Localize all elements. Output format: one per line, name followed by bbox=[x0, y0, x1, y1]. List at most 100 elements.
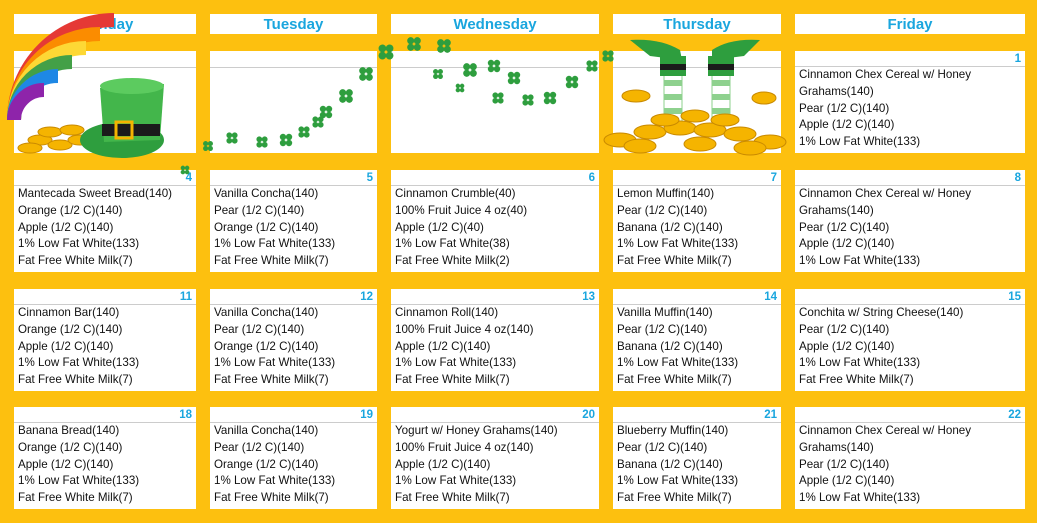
menu-item: Pear (1/2 C)(140) bbox=[799, 322, 890, 336]
menu-item: Banana (1/2 C)(140) bbox=[617, 220, 723, 234]
menu-item: Apple (1/2 C)(140) bbox=[799, 118, 895, 132]
menu-item: 1% Low Fat White(133) bbox=[214, 237, 336, 251]
divider bbox=[210, 67, 377, 68]
menu-item: 1% Low Fat White(133) bbox=[799, 491, 921, 505]
menu-item: Grahams(140) bbox=[799, 440, 874, 454]
menu-item: Banana (1/2 C)(140) bbox=[617, 339, 723, 353]
menu-item: Apple (1/2 C)(140) bbox=[18, 220, 114, 234]
day-cell: 6 Cinnamon Crumble(40) 100% Fruit Juice 4 … bbox=[391, 170, 599, 272]
weekday-header-thursday: Thursday bbox=[613, 14, 781, 34]
menu-item: Fat Free White Milk(7) bbox=[18, 254, 133, 268]
day-number: 21 bbox=[613, 407, 781, 423]
menu-item: Orange (1/2 C)(140) bbox=[18, 203, 123, 217]
menu-item: 1% Low Fat White(133) bbox=[214, 356, 336, 370]
day-number: 12 bbox=[210, 289, 377, 305]
menu-item: 100% Fruit Juice 4 oz(140) bbox=[395, 322, 534, 336]
divider bbox=[14, 67, 196, 68]
day-number: 6 bbox=[391, 170, 599, 186]
menu-item: Cinnamon Bar(140) bbox=[18, 306, 120, 319]
menu-item: Apple (1/2 C)(140) bbox=[18, 457, 114, 471]
menu-item: Apple (1/2 C)(140) bbox=[799, 339, 895, 353]
menu-item: Orange (1/2 C)(140) bbox=[214, 220, 319, 234]
menu-item: Fat Free White Milk(7) bbox=[395, 491, 510, 505]
day-number: 18 bbox=[14, 407, 196, 423]
menu-item: Banana (1/2 C)(140) bbox=[617, 457, 723, 471]
menu-item: Pear (1/2 C)(140) bbox=[214, 203, 305, 217]
day-number: 4 bbox=[14, 170, 196, 186]
menu-item: 100% Fruit Juice 4 oz(40) bbox=[395, 203, 528, 217]
rainbow-icon bbox=[7, 13, 115, 121]
menu-item: Orange (1/2 C)(140) bbox=[214, 457, 319, 471]
leprechaun-legs-icon bbox=[630, 39, 760, 123]
menu-item: Fat Free White Milk(7) bbox=[395, 373, 510, 387]
menu-item: Cinnamon Chex Cereal w/ Honey bbox=[799, 187, 972, 200]
menu-item: Lemon Muffin(140) bbox=[617, 187, 715, 200]
menu-item: Vanilla Concha(140) bbox=[214, 306, 319, 319]
day-number: 8 bbox=[795, 170, 1025, 186]
menu-item: Cinnamon Crumble(40) bbox=[395, 187, 516, 200]
gold-coins-icon bbox=[603, 89, 787, 156]
menu-item: Conchita w/ String Cheese(140) bbox=[799, 306, 964, 319]
day-cell: 11 Cinnamon Bar(140) Orange (1/2 C)(140) Ap… bbox=[14, 289, 196, 391]
menu-item: Vanilla Muffin(140) bbox=[617, 306, 713, 319]
day-cell: 13 Cinnamon Roll(140) 100% Fruit Juice 4 o… bbox=[391, 289, 599, 391]
menu-item: Fat Free White Milk(7) bbox=[214, 491, 329, 505]
menu-item: Apple (1/2 C)(40) bbox=[395, 220, 484, 234]
menu-item: Pear (1/2 C)(140) bbox=[617, 203, 708, 217]
day-cell: 14 Vanilla Muffin(140) Pear (1/2 C)(140) Ba… bbox=[613, 289, 781, 391]
menu-item: Apple (1/2 C)(140) bbox=[18, 339, 114, 353]
menu-item: Pear (1/2 C)(140) bbox=[617, 440, 708, 454]
day-cell: 20 Yogurt w/ Honey Grahams(140) 100% Fruit… bbox=[391, 407, 599, 509]
day-cell: 5 Vanilla Concha(140) Pear (1/2 C)(140) Ora… bbox=[210, 170, 377, 272]
menu-item: Vanilla Concha(140) bbox=[214, 187, 319, 200]
day-number: 11 bbox=[14, 289, 196, 305]
menu-item: Fat Free White Milk(7) bbox=[18, 491, 133, 505]
day-number: 20 bbox=[391, 407, 599, 423]
weekday-header-friday: Friday bbox=[795, 14, 1025, 34]
day-number: 15 bbox=[795, 289, 1025, 305]
menu-item: 1% Low Fat White(133) bbox=[18, 237, 140, 251]
menu-item: 1% Low Fat White(133) bbox=[617, 356, 739, 370]
day-number: 19 bbox=[210, 407, 377, 423]
menu-item: Cinnamon Chex Cereal w/ Honey bbox=[799, 68, 972, 81]
menu-item: 1% Low Fat White(133) bbox=[617, 237, 739, 251]
day-number: 22 bbox=[795, 407, 1025, 423]
day-cell: 15 Conchita w/ String Cheese(140) Pear (1/… bbox=[795, 289, 1025, 391]
menu-item: Cinnamon Roll(140) bbox=[395, 306, 499, 319]
leprechaun-hat-icon bbox=[80, 78, 164, 158]
divider bbox=[613, 67, 781, 68]
menu-item: 1% Low Fat White(133) bbox=[395, 356, 517, 370]
menu-item: 1% Low Fat White(133) bbox=[395, 474, 517, 488]
menu-item: Grahams(140) bbox=[799, 84, 874, 98]
menu-item: Fat Free White Milk(7) bbox=[617, 491, 732, 505]
day-cell: 1 Cinnamon Chex Cereal w/ Honey Grahams(14… bbox=[795, 51, 1025, 153]
menu-item: Fat Free White Milk(7) bbox=[799, 373, 914, 387]
day-number: 1 bbox=[795, 51, 1025, 67]
weekday-header-tuesday: Tuesday bbox=[210, 14, 377, 34]
shamrock-icon bbox=[180, 37, 614, 175]
menu-item: Pear (1/2 C)(140) bbox=[214, 322, 305, 336]
menu-item: 1% Low Fat White(133) bbox=[799, 254, 921, 268]
menu-item: Pear (1/2 C)(140) bbox=[799, 101, 890, 115]
menu-item: 1% Low Fat White(133) bbox=[799, 356, 921, 370]
menu-item: Cinnamon Chex Cereal w/ Honey bbox=[799, 424, 972, 437]
menu-item: Orange (1/2 C)(140) bbox=[18, 322, 123, 336]
day-number: 13 bbox=[391, 289, 599, 305]
menu-item: Apple (1/2 C)(140) bbox=[395, 457, 491, 471]
menu-item: 1% Low Fat White(133) bbox=[18, 474, 140, 488]
menu-item: Apple (1/2 C)(140) bbox=[799, 237, 895, 251]
menu-item: Pear (1/2 C)(140) bbox=[617, 322, 708, 336]
menu-item: 100% Fruit Juice 4 oz(140) bbox=[395, 440, 534, 454]
menu-item: Fat Free White Milk(7) bbox=[214, 254, 329, 268]
day-number: 5 bbox=[210, 170, 377, 186]
weekday-header-wednesday: Wednesday bbox=[391, 14, 599, 34]
menu-item: Mantecada Sweet Bread(140) bbox=[18, 187, 173, 200]
day-cell: 19 Vanilla Concha(140) Pear (1/2 C)(140) Or… bbox=[210, 407, 377, 509]
menu-item: 1% Low Fat White(38) bbox=[395, 237, 510, 251]
menu-item: Orange (1/2 C)(140) bbox=[18, 440, 123, 454]
menu-item: Apple (1/2 C)(140) bbox=[395, 339, 491, 353]
day-cell: 22 Cinnamon Chex Cereal w/ Honey Grahams(1… bbox=[795, 407, 1025, 509]
menu-item: 1% Low Fat White(133) bbox=[18, 356, 140, 370]
menu-item: Yogurt w/ Honey Grahams(140) bbox=[395, 424, 558, 437]
